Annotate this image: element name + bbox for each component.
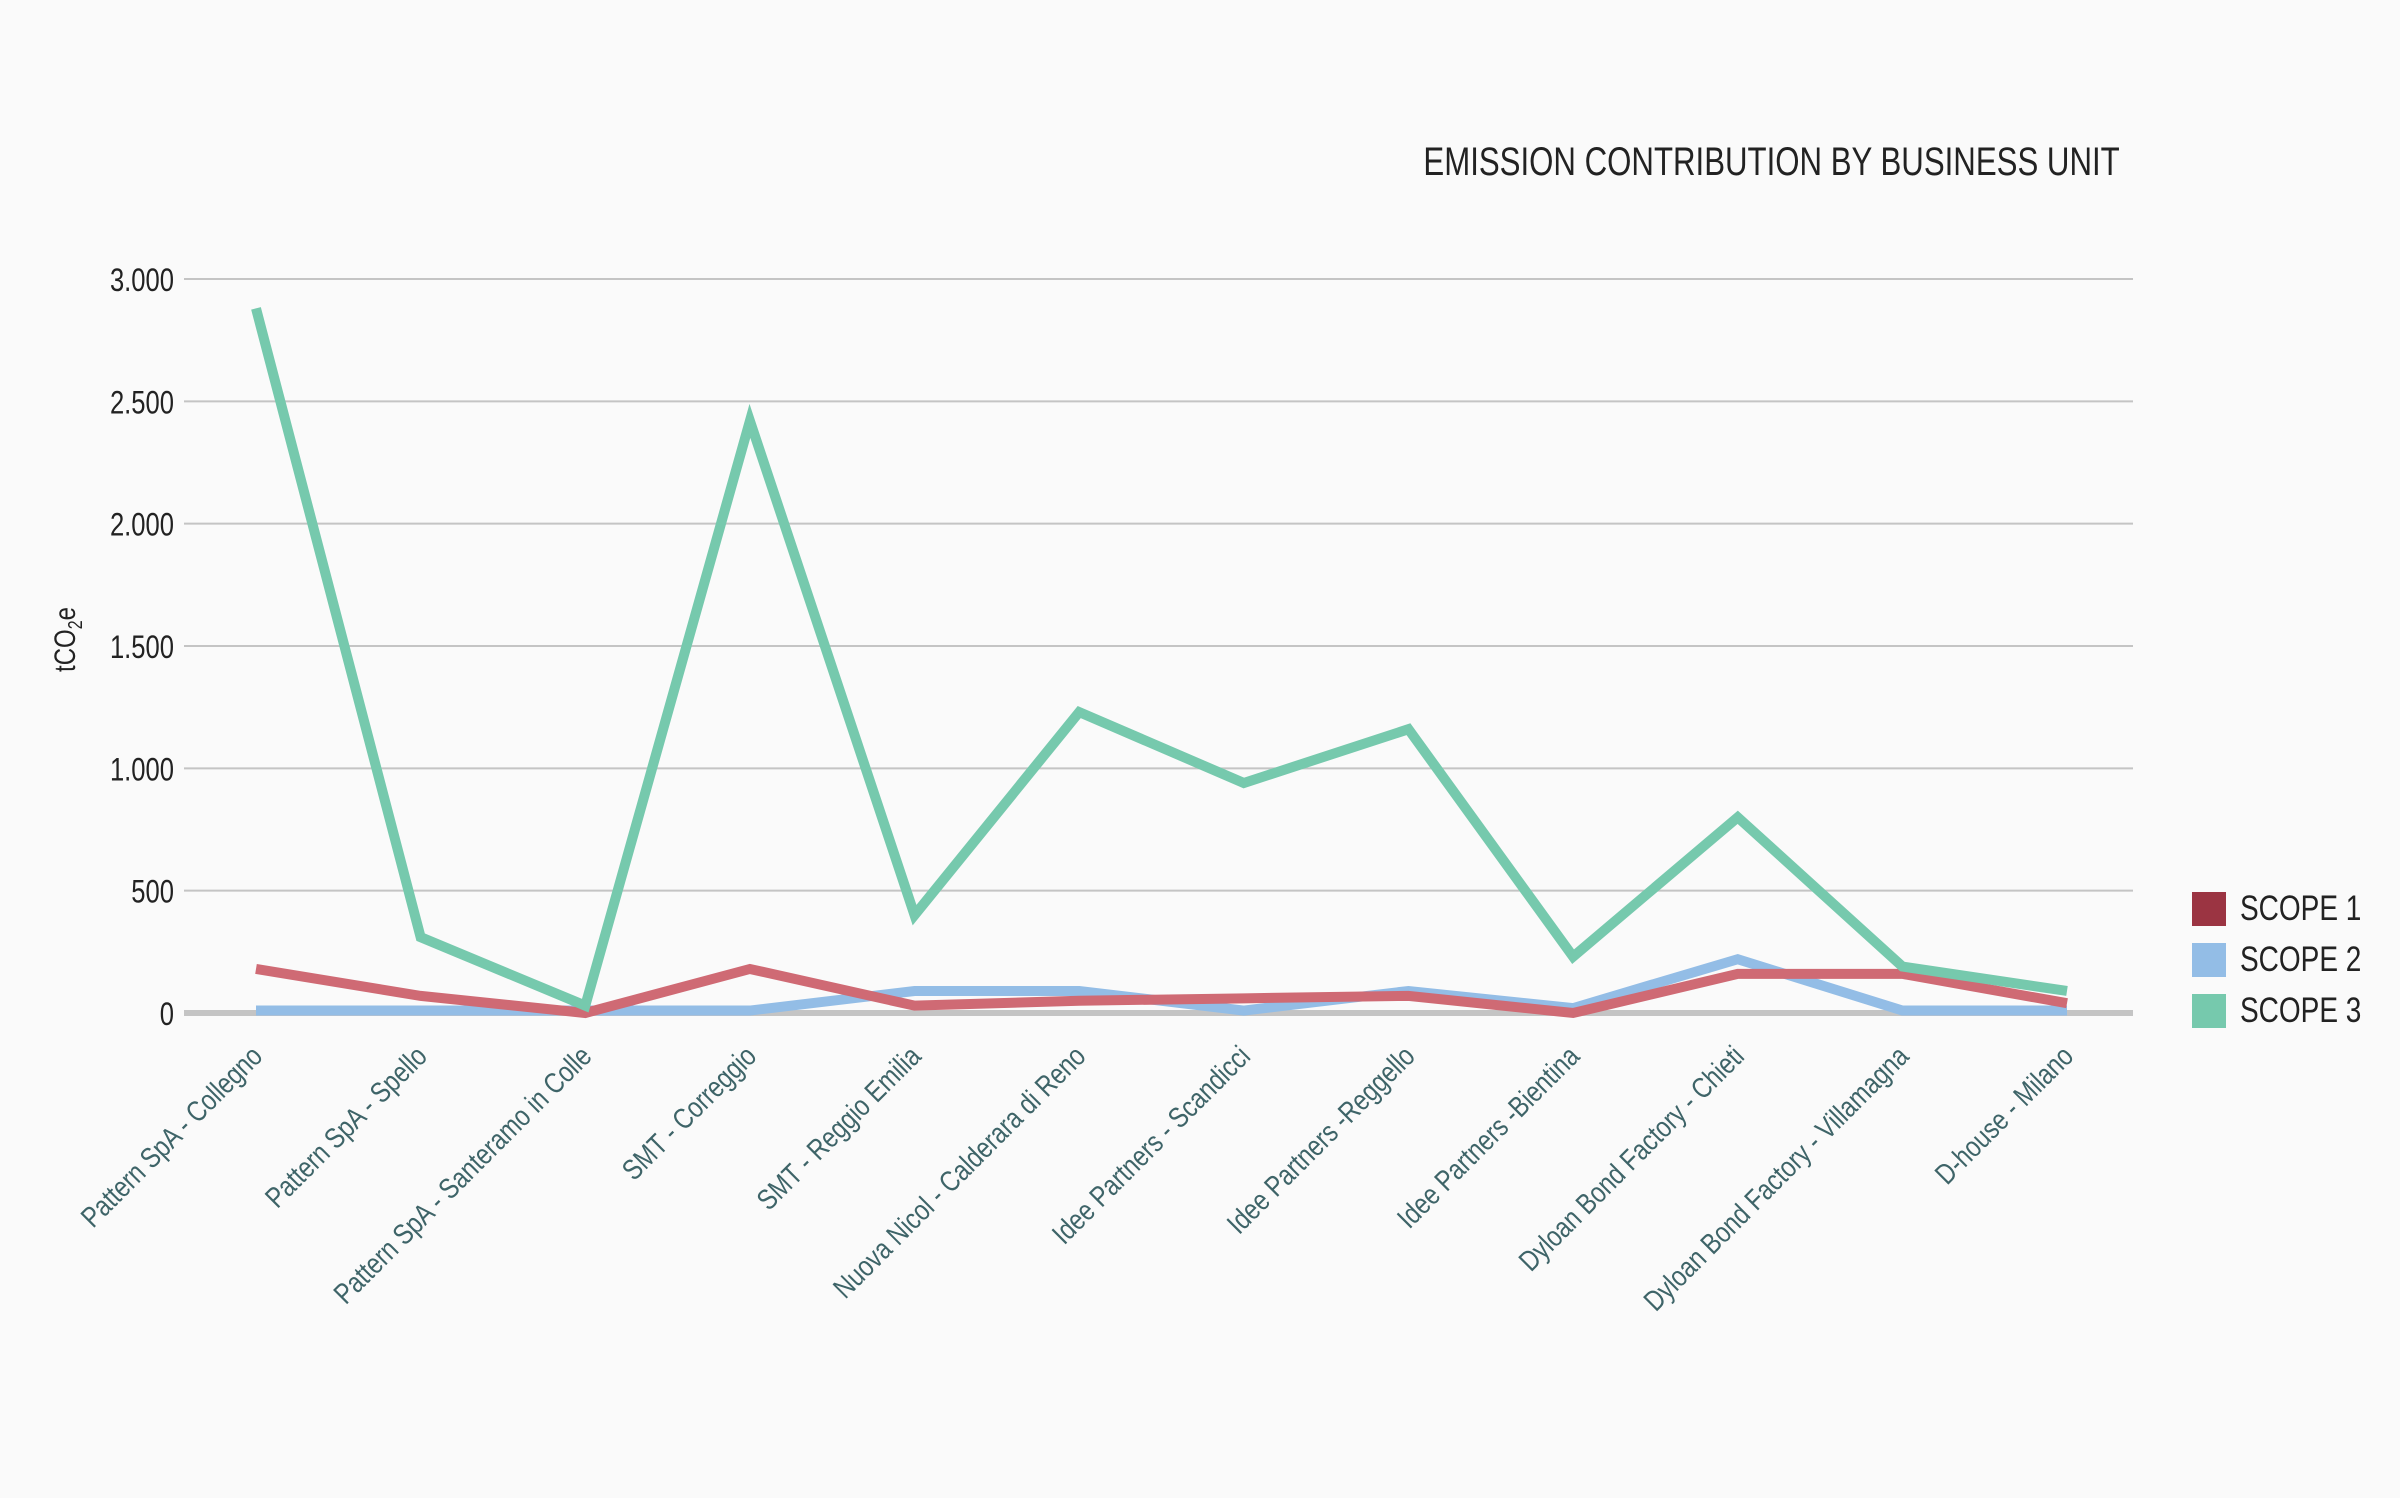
chart-title: EMISSION CONTRIBUTION BY BUSINESS UNIT bbox=[1423, 140, 2120, 184]
y-tick-label: 1.500 bbox=[110, 630, 174, 665]
y-axis-label-main: tCO bbox=[49, 629, 83, 672]
legend-label: SCOPE 1 bbox=[2240, 888, 2362, 928]
x-tick-label: Pattern SpA - Collegno bbox=[74, 1039, 268, 1233]
x-tick-label: SMT - Reggio Emilia bbox=[750, 1039, 927, 1216]
x-tick-label: SMT - Correggio bbox=[615, 1039, 762, 1186]
legend-swatch bbox=[2192, 891, 2226, 926]
legend-item-scope-2[interactable]: SCOPE 2 bbox=[2192, 934, 2392, 985]
legend-item-scope-1[interactable]: SCOPE 1 bbox=[2192, 883, 2392, 934]
legend: SCOPE 1 SCOPE 2 SCOPE 3 bbox=[2192, 883, 2392, 1036]
legend-item-scope-3[interactable]: SCOPE 3 bbox=[2192, 985, 2392, 1036]
y-tick-label: 3.000 bbox=[110, 263, 174, 298]
legend-swatch bbox=[2192, 942, 2226, 977]
x-tick-label: Dyloan Bond Factory - Villamagna bbox=[1637, 1039, 1915, 1317]
y-tick-label: 1.000 bbox=[110, 753, 174, 788]
legend-label: SCOPE 2 bbox=[2240, 939, 2362, 979]
legend-swatch bbox=[2192, 993, 2226, 1028]
y-axis-label-sub: 2 bbox=[65, 620, 88, 630]
y-axis-label: tCO2e bbox=[49, 607, 88, 672]
x-tick-label: Pattern SpA - Santeramo in Colle bbox=[327, 1039, 598, 1310]
series-line-scope-3 bbox=[251, 307, 2068, 1013]
y-tick-label: 500 bbox=[131, 875, 174, 910]
y-tick-label: 2.000 bbox=[110, 508, 174, 543]
y-tick-label: 0 bbox=[160, 997, 174, 1032]
y-axis-label-tail: e bbox=[49, 607, 83, 621]
legend-label: SCOPE 3 bbox=[2240, 990, 2362, 1030]
x-tick-label: Pattern SpA - Spello bbox=[259, 1039, 434, 1214]
x-tick-label: D-house - Milano bbox=[1928, 1039, 2079, 1190]
y-tick-label: 2.500 bbox=[110, 386, 174, 421]
series-line-scope-1 bbox=[255, 963, 2068, 1019]
x-tick-label: Idee Partners -Bientina bbox=[1391, 1039, 1586, 1234]
